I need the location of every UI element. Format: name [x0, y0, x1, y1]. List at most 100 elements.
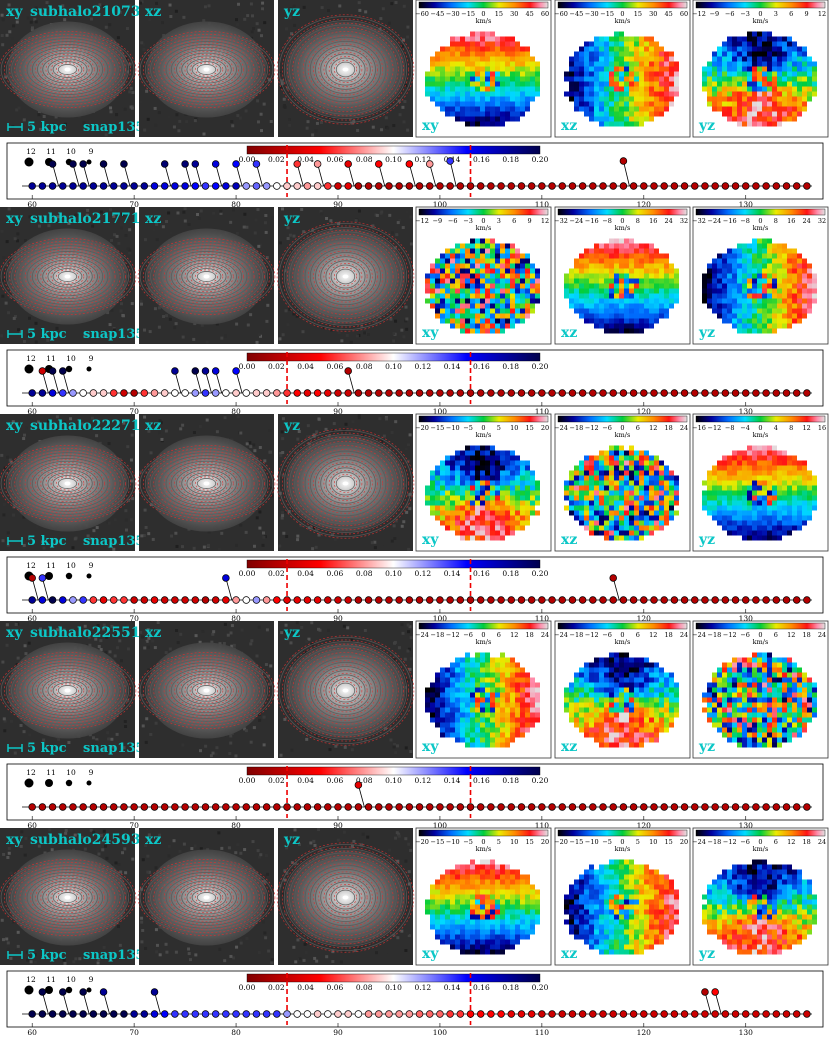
- voronoi-cell: [584, 506, 589, 511]
- voronoi-cell: [589, 456, 594, 461]
- voronoi-cell: [634, 496, 639, 501]
- noise-pixel: [28, 317, 31, 320]
- voronoi-cell: [614, 289, 619, 294]
- voronoi-cell: [500, 456, 505, 461]
- voronoi-cell: [659, 77, 664, 82]
- merger-marker: [345, 368, 352, 375]
- voronoi-cell: [589, 471, 594, 476]
- noise-pixel: [289, 234, 292, 237]
- voronoi-cell: [490, 254, 495, 259]
- voronoi-cell: [579, 491, 584, 496]
- voronoi-cell: [500, 501, 505, 506]
- voronoi-cell: [737, 97, 742, 102]
- voronoi-cell: [579, 516, 584, 521]
- voronoi-cell: [475, 92, 480, 97]
- noise-pixel: [175, 545, 178, 548]
- voronoi-cell: [564, 284, 569, 289]
- noise-pixel: [108, 522, 111, 525]
- voronoi-cell: [430, 77, 435, 82]
- voronoi-cell: [639, 82, 644, 87]
- snapshot-marker: [131, 183, 138, 190]
- voronoi-cell: [767, 107, 772, 112]
- voronoi-cell: [802, 47, 807, 52]
- snapshot-marker: [447, 390, 454, 397]
- voronoi-cell: [712, 269, 717, 274]
- velocity-tick-label: −8: [725, 424, 735, 432]
- voronoi-cell: [762, 279, 767, 284]
- voronoi-cell: [445, 82, 450, 87]
- voronoi-cell: [674, 496, 679, 501]
- voronoi-cell: [742, 264, 747, 269]
- voronoi-cell: [634, 476, 639, 481]
- voronoi-cell: [604, 466, 609, 471]
- voronoi-cell: [520, 314, 525, 319]
- voronoi-cell: [654, 289, 659, 294]
- voronoi-cell: [614, 476, 619, 481]
- voronoi-cell: [500, 82, 505, 87]
- voronoi-cell: [664, 264, 669, 269]
- voronoi-cell: [797, 294, 802, 299]
- noise-pixel: [2, 539, 5, 542]
- voronoi-cell: [762, 451, 767, 456]
- voronoi-cell: [619, 107, 624, 112]
- snapshot-marker: [243, 183, 250, 190]
- voronoi-cell: [772, 506, 777, 511]
- voronoi-cell: [460, 466, 465, 471]
- voronoi-cell: [470, 122, 475, 127]
- voronoi-cell: [752, 299, 757, 304]
- voronoi-cell: [712, 471, 717, 476]
- voronoi-cell: [619, 486, 624, 491]
- voronoi-cell: [787, 456, 792, 461]
- voronoi-cell: [614, 486, 619, 491]
- voronoi-cell: [505, 521, 510, 526]
- voronoi-cell: [757, 47, 762, 52]
- noise-pixel: [236, 114, 239, 117]
- noise-pixel: [115, 113, 118, 116]
- voronoi-cell: [757, 319, 762, 324]
- noise-pixel: [162, 225, 165, 228]
- voronoi-cell: [659, 269, 664, 274]
- voronoi-cell: [490, 57, 495, 62]
- voronoi-cell: [797, 259, 802, 264]
- voronoi-cell: [460, 526, 465, 531]
- voronoi-cell: [614, 239, 619, 244]
- voronoi-cell: [589, 67, 594, 72]
- noise-pixel: [383, 543, 386, 546]
- voronoi-cell: [500, 97, 505, 102]
- voronoi-cell: [604, 304, 609, 309]
- noise-pixel: [287, 237, 290, 240]
- voronoi-cell: [772, 52, 777, 57]
- voronoi-cell: [707, 279, 712, 284]
- noise-pixel: [271, 217, 274, 220]
- voronoi-cell: [772, 501, 777, 506]
- voronoi-cell: [727, 279, 732, 284]
- voronoi-cell: [702, 501, 707, 506]
- voronoi-cell: [757, 289, 762, 294]
- voronoi-cell: [787, 289, 792, 294]
- voronoi-cell: [574, 481, 579, 486]
- voronoi-cell: [525, 77, 530, 82]
- voronoi-cell: [787, 37, 792, 42]
- voronoi-cell: [440, 506, 445, 511]
- voronoi-cell: [594, 112, 599, 117]
- voronoi-cell: [510, 309, 515, 314]
- voronoi-cell: [520, 496, 525, 501]
- voronoi-cell: [782, 249, 787, 254]
- voronoi-cell: [574, 102, 579, 107]
- voronoi-cell: [712, 466, 717, 471]
- voronoi-cell: [772, 314, 777, 319]
- voronoi-cell: [485, 536, 490, 541]
- voronoi-cell: [722, 491, 727, 496]
- voronoi-cell: [629, 451, 634, 456]
- voronoi-cell: [609, 107, 614, 112]
- voronoi-cell: [717, 62, 722, 67]
- voronoi-cell: [792, 254, 797, 259]
- voronoi-cell: [425, 284, 430, 289]
- voronoi-cell: [787, 117, 792, 122]
- noise-pixel: [382, 7, 385, 10]
- voronoi-cell: [455, 67, 460, 72]
- voronoi-cell: [445, 319, 450, 324]
- voronoi-cell: [599, 274, 604, 279]
- voronoi-cell: [762, 486, 767, 491]
- voronoi-cell: [619, 279, 624, 284]
